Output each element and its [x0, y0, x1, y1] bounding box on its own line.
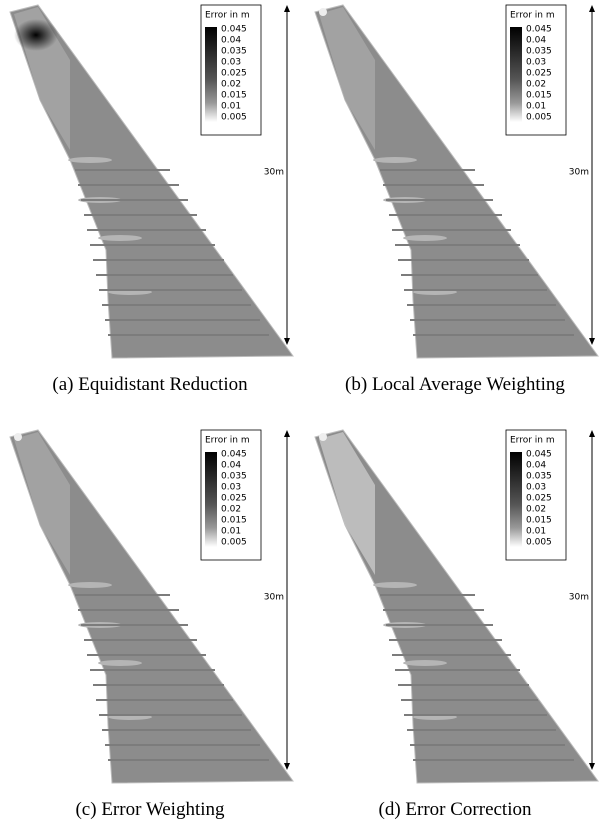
figure: Error in m0.0450.040.0350.030.0250.020.0… [0, 0, 599, 826]
legend-tick: 0.03 [221, 483, 241, 493]
patch [68, 582, 112, 588]
legend-tick: 0.035 [221, 472, 247, 482]
panel: Error in m0.0450.040.0350.030.0250.020.0… [315, 430, 598, 820]
legend-tick: 0.04 [526, 36, 546, 46]
colorbar [510, 452, 522, 547]
legend-tick: 0.015 [526, 91, 552, 101]
legend-tick: 0.025 [526, 494, 552, 504]
panel: Error in m0.0450.040.0350.030.0250.020.0… [315, 5, 598, 395]
legend-tick: 0.02 [526, 80, 546, 90]
wing-edge-light [319, 432, 375, 575]
legend-title: Error in m [205, 436, 250, 446]
legend-tick: 0.005 [221, 113, 247, 123]
legend-tick: 0.04 [221, 461, 241, 471]
legend-tick: 0.02 [526, 505, 546, 515]
legend-title: Error in m [510, 436, 555, 446]
scale-label: 30m [264, 168, 284, 178]
legend-tick: 0.025 [526, 69, 552, 79]
legend-tick: 0.01 [526, 102, 546, 112]
legend-title: Error in m [205, 11, 250, 21]
legend-tick: 0.035 [221, 47, 247, 57]
legend-tick: 0.01 [221, 102, 241, 112]
caption: (c) Error Weighting [75, 799, 225, 820]
colorbar [205, 27, 217, 122]
legend-tick: 0.045 [526, 25, 552, 35]
legend-tick: 0.045 [221, 450, 247, 460]
caption: (a) Equidistant Reduction [52, 374, 248, 395]
legend-tick: 0.015 [221, 91, 247, 101]
scale-label: 30m [569, 168, 589, 178]
patch [403, 660, 447, 666]
panel: Error in m0.0450.040.0350.030.0250.020.0… [10, 5, 293, 395]
tip-error [14, 19, 58, 51]
legend-tick: 0.02 [221, 80, 241, 90]
patch [98, 235, 142, 241]
legend-tick: 0.03 [526, 483, 546, 493]
patch [68, 157, 112, 163]
tip [319, 8, 327, 16]
legend-tick: 0.015 [526, 516, 552, 526]
patch [373, 157, 417, 163]
legend-tick: 0.015 [221, 516, 247, 526]
legend-tick: 0.03 [221, 58, 241, 68]
wing-edge-light [14, 432, 70, 575]
legend-title: Error in m [510, 11, 555, 21]
legend-tick: 0.03 [526, 58, 546, 68]
colorbar [510, 27, 522, 122]
patch [403, 235, 447, 241]
legend-tick: 0.035 [526, 472, 552, 482]
scale-label: 30m [264, 593, 284, 603]
legend-tick: 0.02 [221, 505, 241, 515]
legend-tick: 0.04 [526, 461, 546, 471]
tip [14, 433, 22, 441]
legend-tick: 0.045 [526, 450, 552, 460]
legend-tick: 0.01 [526, 527, 546, 537]
tip [319, 433, 327, 441]
legend-tick: 0.005 [526, 538, 552, 548]
caption: (d) Error Correction [379, 799, 532, 820]
panel: Error in m0.0450.040.0350.030.0250.020.0… [10, 430, 293, 820]
scale-label: 30m [569, 593, 589, 603]
patch [98, 660, 142, 666]
patch [373, 582, 417, 588]
legend-tick: 0.005 [526, 113, 552, 123]
caption: (b) Local Average Weighting [345, 374, 565, 395]
legend-tick: 0.025 [221, 494, 247, 504]
legend-tick: 0.01 [221, 527, 241, 537]
legend-tick: 0.035 [526, 47, 552, 57]
legend-tick: 0.04 [221, 36, 241, 46]
colorbar [205, 452, 217, 547]
legend-tick: 0.005 [221, 538, 247, 548]
wing-edge-light [319, 7, 375, 150]
legend-tick: 0.025 [221, 69, 247, 79]
legend-tick: 0.045 [221, 25, 247, 35]
